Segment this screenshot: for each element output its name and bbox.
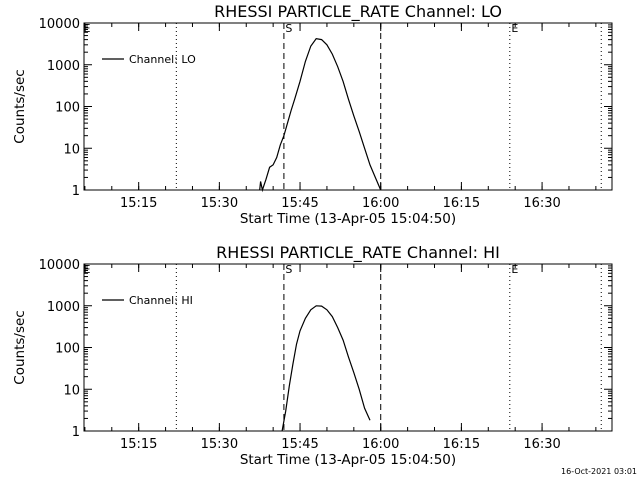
time-marker-label: E <box>511 22 518 35</box>
x-tick-label: 15:15 <box>120 196 157 211</box>
x-axis-label: Start Time (13-Apr-05 15:04:50) <box>240 452 456 468</box>
plot-frame <box>83 22 613 191</box>
legend-label: Channel: HI <box>129 294 193 307</box>
data-series-line <box>281 305 371 432</box>
y-tick-label: 10 <box>63 383 80 398</box>
time-marker-label: E <box>84 263 91 276</box>
x-tick-label: 16:00 <box>362 437 399 452</box>
time-marker-label: E <box>84 22 91 35</box>
footer-timestamp: 16-Oct-2021 03:01 <box>561 467 637 476</box>
y-tick-label: 10 <box>63 142 80 157</box>
x-tick-label: 15:30 <box>201 196 238 211</box>
x-tick-label: 16:30 <box>523 196 560 211</box>
x-tick-label: 15:45 <box>281 437 318 452</box>
plot-frame <box>83 263 613 432</box>
chart-panel-lo: RHESSI PARTICLE_RATE Channel: LO 1 10 100 10… <box>12 2 613 227</box>
chart-title: RHESSI PARTICLE_RATE Channel: HI <box>216 243 500 263</box>
legend-label: Channel: LO <box>129 53 196 66</box>
x-tick-label: 15:30 <box>201 437 238 452</box>
y-tick-label: 10000 <box>39 17 80 32</box>
x-tick-label: 15:15 <box>120 437 157 452</box>
x-tick-label: 16:30 <box>523 437 560 452</box>
x-axis-label: Start Time (13-Apr-05 15:04:50) <box>240 211 456 227</box>
y-tick-label: 1 <box>72 184 80 199</box>
data-series-line <box>259 38 382 193</box>
x-tick-label: 16:15 <box>443 437 480 452</box>
x-tick-label: 16:00 <box>362 196 399 211</box>
y-tick-label: 1 <box>72 425 80 440</box>
y-tick-label: 100 <box>55 342 80 357</box>
x-tick-label: 15:45 <box>281 196 318 211</box>
chart-panel-hi: RHESSI PARTICLE_RATE Channel: HI 1 10 100 10… <box>12 243 613 468</box>
y-tick-label: 10000 <box>39 258 80 273</box>
y-axis-label: Counts/sec <box>12 310 28 384</box>
time-marker-label: E <box>511 263 518 276</box>
y-tick-label: 100 <box>55 101 80 116</box>
time-marker-label: S <box>285 263 292 276</box>
chart-title: RHESSI PARTICLE_RATE Channel: LO <box>214 2 502 22</box>
time-marker-label: S <box>285 22 292 35</box>
y-tick-label: 1000 <box>47 300 80 315</box>
x-tick-label: 16:15 <box>443 196 480 211</box>
y-axis-label: Counts/sec <box>12 69 28 143</box>
y-tick-label: 1000 <box>47 59 80 74</box>
